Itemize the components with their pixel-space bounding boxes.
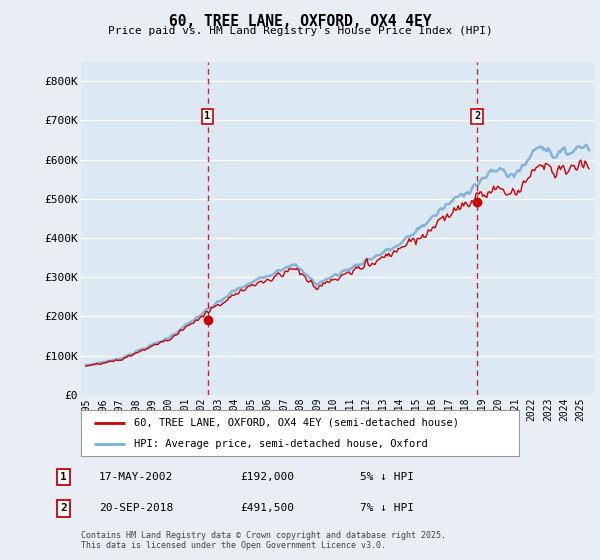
Text: 20-SEP-2018: 20-SEP-2018 [99,503,173,514]
Text: 7% ↓ HPI: 7% ↓ HPI [360,503,414,514]
Text: 60, TREE LANE, OXFORD, OX4 4EY (semi-detached house): 60, TREE LANE, OXFORD, OX4 4EY (semi-det… [134,418,458,428]
Text: 5% ↓ HPI: 5% ↓ HPI [360,472,414,482]
Text: Price paid vs. HM Land Registry's House Price Index (HPI): Price paid vs. HM Land Registry's House … [107,26,493,36]
Text: Contains HM Land Registry data © Crown copyright and database right 2025.
This d: Contains HM Land Registry data © Crown c… [81,530,446,550]
Text: £192,000: £192,000 [240,472,294,482]
Text: 1: 1 [205,111,211,122]
Text: 2: 2 [60,503,67,514]
Text: 1: 1 [60,472,67,482]
Text: £491,500: £491,500 [240,503,294,514]
Text: HPI: Average price, semi-detached house, Oxford: HPI: Average price, semi-detached house,… [134,439,427,449]
Text: 60, TREE LANE, OXFORD, OX4 4EY: 60, TREE LANE, OXFORD, OX4 4EY [169,14,431,29]
Text: 17-MAY-2002: 17-MAY-2002 [99,472,173,482]
Text: 2: 2 [474,111,481,122]
